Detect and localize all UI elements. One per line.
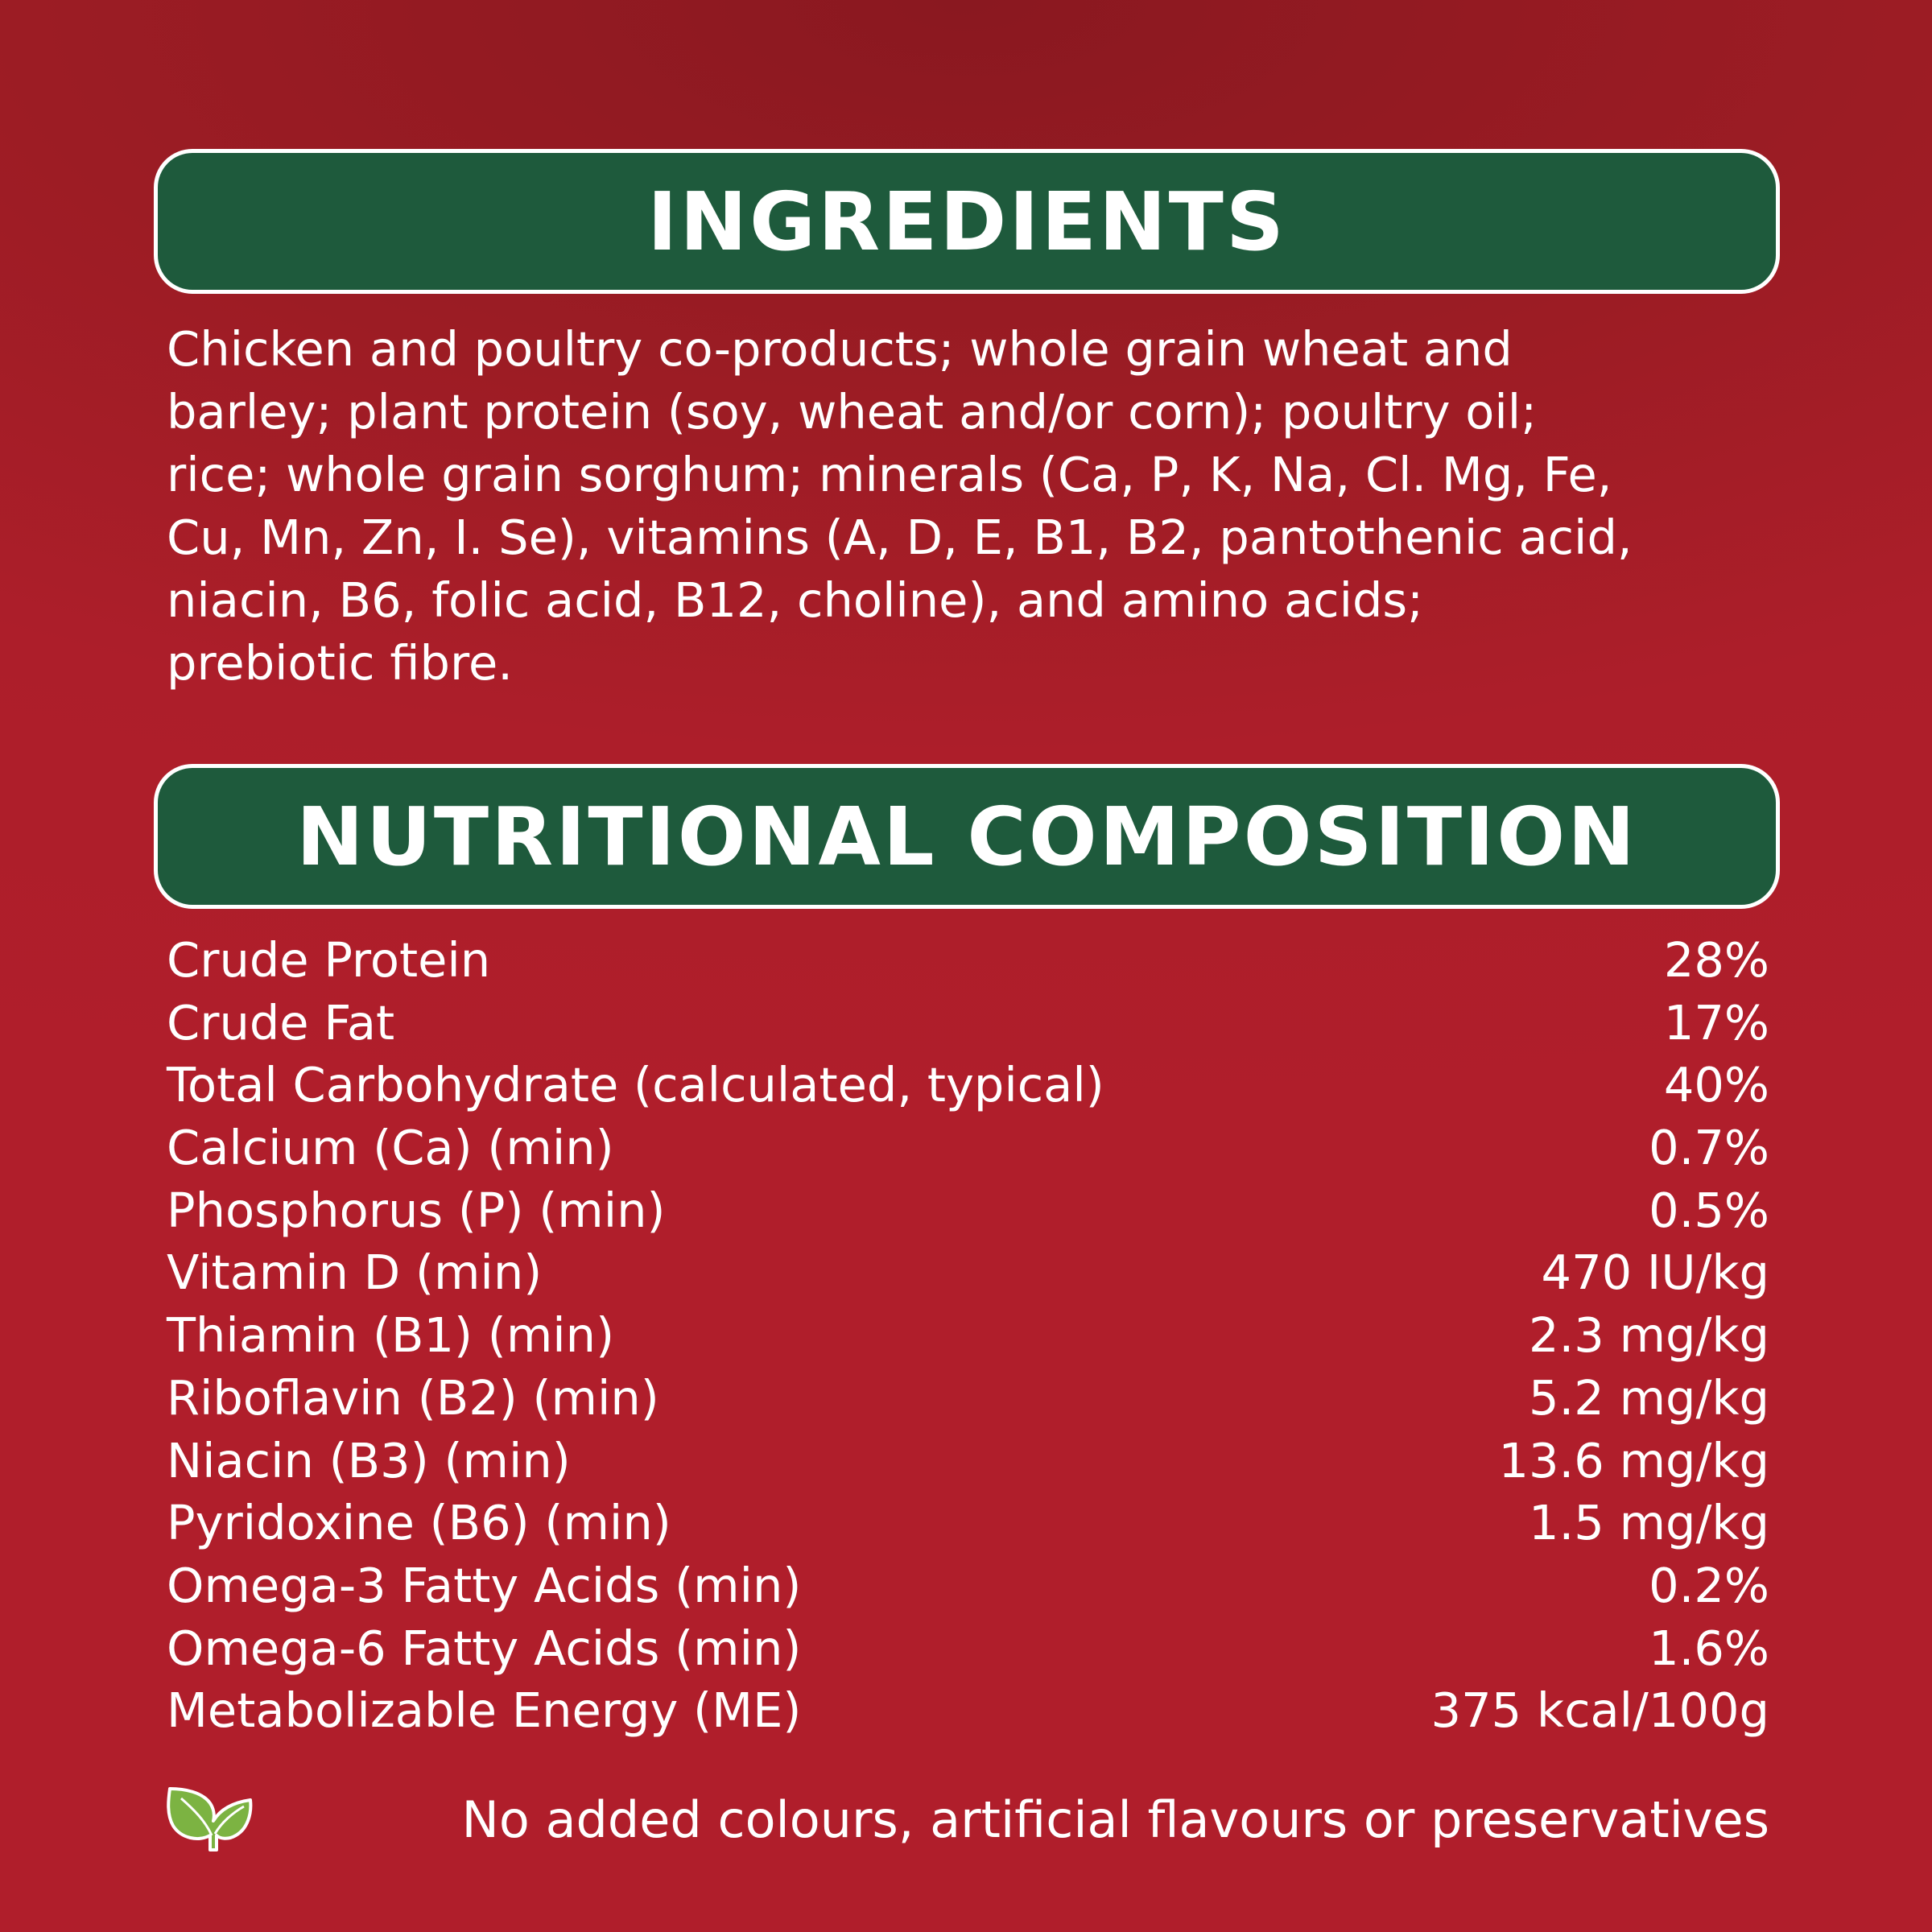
nutrient-label: Vitamin D (min) — [167, 1245, 543, 1301]
ingredients-header: INGREDIENTS — [154, 149, 1780, 294]
nutrition-row: Omega-6 Fatty Acids (min) 1.6% — [167, 1617, 1769, 1680]
nutrition-title: NUTRITIONAL COMPOSITION — [296, 789, 1637, 884]
ingredients-line: rice; whole grain sorghum; minerals (Ca,… — [167, 447, 1612, 502]
ingredients-line: Cu, Mn, Zn, I. Se), vitamins (A, D, E, B… — [167, 510, 1633, 565]
ingredients-line: prebiotic fibre. — [167, 635, 513, 691]
nutrition-row: Phosphorus (P) (min) 0.5% — [167, 1179, 1769, 1242]
nutrient-label: Pyridoxine (B6) (min) — [167, 1495, 671, 1551]
nutrient-label: Riboflavin (B2) (min) — [167, 1369, 659, 1426]
nutrient-value: 28% — [1663, 932, 1769, 988]
footer-text: No added colours, artificial flavours or… — [461, 1790, 1769, 1849]
nutrition-row: Niacin (B3) (min) 13.6 mg/kg — [167, 1430, 1769, 1492]
nutrient-value: 0.5% — [1649, 1182, 1769, 1238]
nutrient-value: 375 kcal/100g — [1430, 1682, 1769, 1739]
nutrition-table: Crude Protein 28% Crude Fat 17% Total Carboh… — [167, 929, 1769, 1742]
nutrition-header: NUTRITIONAL COMPOSITION — [154, 764, 1780, 909]
nutrient-value: 0.2% — [1649, 1557, 1769, 1613]
nutrient-label: Niacin (B3) (min) — [167, 1432, 571, 1488]
ingredients-line: Chicken and poultry co-products; whole g… — [167, 321, 1513, 377]
nutrient-value: 1.5 mg/kg — [1528, 1495, 1769, 1551]
nutrition-row: Omega-3 Fatty Acids (min) 0.2% — [167, 1554, 1769, 1617]
nutrient-label: Crude Protein — [167, 932, 491, 988]
nutrient-value: 13.6 mg/kg — [1498, 1432, 1769, 1488]
nutrient-value: 1.6% — [1649, 1620, 1769, 1676]
nutrient-value: 17% — [1663, 994, 1769, 1051]
ingredients-text: Chicken and poultry co-products; whole g… — [167, 318, 1633, 695]
nutrient-value: 470 IU/kg — [1541, 1245, 1769, 1301]
ingredients-line: niacin, B6, folic acid, B12, choline), a… — [167, 572, 1424, 628]
nutrition-row: Vitamin D (min) 470 IU/kg — [167, 1241, 1769, 1304]
ingredients-line: barley; plant protein (soy, wheat and/or… — [167, 384, 1538, 440]
nutrition-row: Crude Protein 28% — [167, 929, 1769, 992]
nutrient-value: 40% — [1663, 1057, 1769, 1113]
nutrition-row: Metabolizable Energy (ME) 375 kcal/100g — [167, 1679, 1769, 1742]
nutrient-value: 0.7% — [1649, 1120, 1769, 1176]
nutrition-row: Pyridoxine (B6) (min) 1.5 mg/kg — [167, 1492, 1769, 1554]
nutrient-label: Omega-3 Fatty Acids (min) — [167, 1557, 802, 1613]
nutrient-label: Omega-6 Fatty Acids (min) — [167, 1620, 802, 1676]
nutrient-label: Calcium (Ca) (min) — [167, 1120, 614, 1176]
nutrient-label: Total Carbohydrate (calculated, typical) — [167, 1057, 1104, 1113]
leaf-icon — [167, 1787, 253, 1852]
nutrition-row: Total Carbohydrate (calculated, typical)… — [167, 1054, 1769, 1117]
nutrition-row: Riboflavin (B2) (min) 5.2 mg/kg — [167, 1367, 1769, 1430]
nutrient-label: Metabolizable Energy (ME) — [167, 1682, 802, 1739]
footer-note: No added colours, artificial flavours or… — [167, 1783, 1769, 1856]
nutrient-value: 2.3 mg/kg — [1528, 1307, 1769, 1364]
nutrient-label: Phosphorus (P) (min) — [167, 1182, 666, 1238]
nutrition-row: Crude Fat 17% — [167, 992, 1769, 1055]
ingredients-title: INGREDIENTS — [647, 174, 1286, 269]
nutrient-label: Thiamin (B1) (min) — [167, 1307, 615, 1364]
nutrition-row: Thiamin (B1) (min) 2.3 mg/kg — [167, 1304, 1769, 1367]
nutrient-label: Crude Fat — [167, 994, 395, 1051]
nutrient-value: 5.2 mg/kg — [1528, 1369, 1769, 1426]
nutrition-row: Calcium (Ca) (min) 0.7% — [167, 1117, 1769, 1179]
